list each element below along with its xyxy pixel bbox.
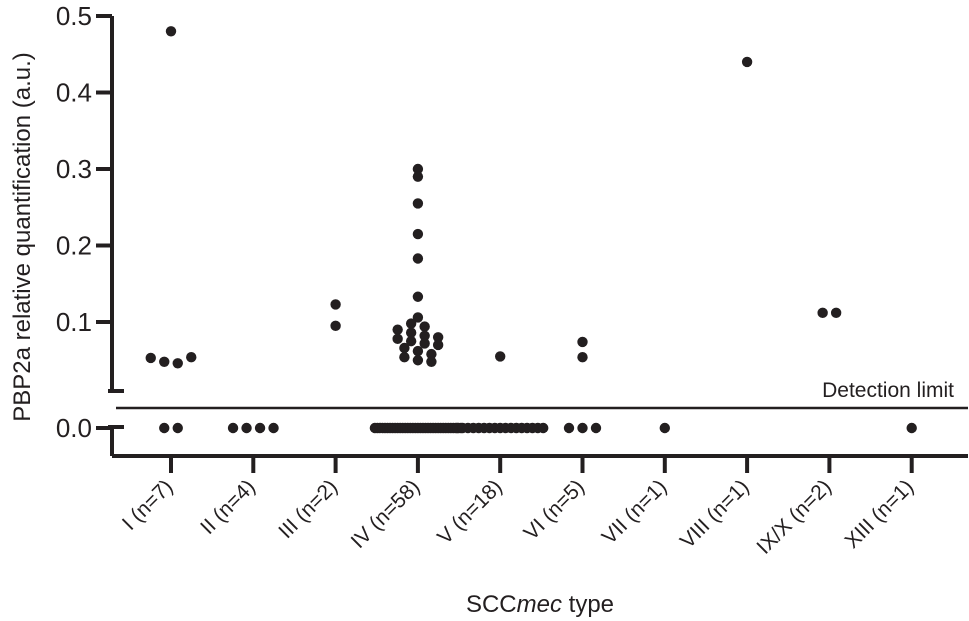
- y-tick-label: 0.0: [56, 413, 92, 443]
- data-point: [817, 307, 828, 319]
- data-point: [254, 422, 266, 434]
- data-point: [577, 336, 588, 348]
- data-point: [432, 339, 444, 351]
- data-point: [330, 320, 341, 332]
- data-point: [577, 422, 588, 434]
- data-point: [399, 342, 410, 354]
- x-tick-label: IX/X (n=2): [752, 475, 836, 559]
- data-point: [659, 422, 670, 434]
- data-point: [412, 253, 424, 264]
- x-tick-label: V (n=18): [433, 475, 507, 549]
- data-point: [172, 358, 183, 369]
- data-point: [426, 348, 437, 360]
- y-tick-label: 0.2: [56, 231, 92, 261]
- data-point: [563, 422, 575, 434]
- chart-labels: 0.0 0.1 0.2 0.3 0.4 0.5 I (n=7) II (n=4) III (n=…: [9, 1, 954, 618]
- data-point: [172, 422, 183, 434]
- data-point: [426, 356, 437, 367]
- data-point: [399, 351, 410, 363]
- chart-ticks: [96, 14, 914, 473]
- data-point: [159, 356, 170, 367]
- x-tick-label: VIII (n=1): [676, 475, 754, 553]
- data-point: [419, 330, 430, 341]
- data-point: [412, 163, 424, 175]
- data-point: [412, 345, 424, 357]
- data-point: [186, 351, 197, 363]
- detection-limit-label: Detection limit: [822, 379, 954, 402]
- data-point: [412, 198, 424, 209]
- data-point: [330, 299, 341, 310]
- x-tick-label: II (n=4): [196, 475, 260, 539]
- data-point: [412, 171, 424, 182]
- x-axis-title: SCCmec type: [466, 591, 614, 618]
- y-tick-label: 0.3: [56, 154, 92, 184]
- y-tick-label: 0.1: [56, 307, 92, 337]
- x-tick-label: I (n=7): [118, 475, 178, 535]
- y-tick-label: 0.4: [56, 78, 92, 108]
- data-point: [145, 352, 156, 364]
- data-point: [419, 338, 430, 349]
- x-tick-label: VI (n=5): [520, 475, 590, 545]
- data-point: [405, 327, 417, 338]
- data-point: [268, 422, 279, 434]
- x-tick-label: VII (n=1): [598, 475, 672, 549]
- data-point: [495, 351, 506, 362]
- data-point: [830, 307, 842, 319]
- data-point: [577, 351, 588, 363]
- data-point: [412, 291, 424, 302]
- data-point: [412, 228, 424, 240]
- data-point: [419, 321, 430, 332]
- data-point: [412, 355, 424, 366]
- data-point: [538, 422, 549, 434]
- data-point: [392, 324, 403, 335]
- data-point: [405, 318, 417, 329]
- x-tick-label: IV (n=58): [347, 475, 425, 553]
- data-point: [906, 422, 917, 434]
- data-point: [432, 332, 444, 343]
- y-axis-title: PBP2a relative quantification (a.u.): [9, 52, 36, 422]
- data-point: [227, 422, 239, 434]
- data-point: [741, 56, 753, 68]
- data-point: [392, 333, 403, 345]
- data-point: [590, 422, 602, 434]
- data-point: [412, 312, 424, 323]
- x-tick-label: XIII (n=1): [840, 475, 918, 553]
- x-tick-label: III (n=2): [274, 475, 342, 543]
- y-tick-label: 0.5: [56, 1, 92, 31]
- data-point: [165, 26, 177, 37]
- data-point: [405, 335, 417, 347]
- data-point: [159, 422, 170, 434]
- data-point: [241, 422, 252, 434]
- chart-points: [145, 26, 917, 434]
